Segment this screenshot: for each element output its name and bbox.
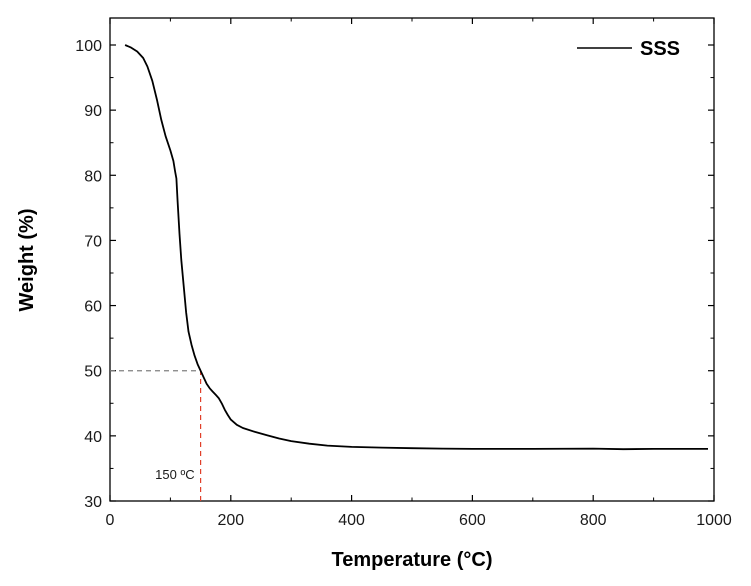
- x-tick-label: 400: [338, 512, 365, 529]
- y-tick-label: 100: [75, 38, 102, 55]
- reference-lines: [110, 370, 202, 501]
- y-tick-label: 40: [84, 429, 102, 446]
- x-tick-labels: 0 200 400 600 800 1000: [106, 512, 732, 529]
- series-group: [124, 44, 708, 451]
- series-line-sss: [124, 44, 708, 451]
- y-tick-label: 60: [84, 299, 102, 316]
- x-tick-label: 200: [217, 512, 244, 529]
- x-tick-label: 1000: [696, 512, 732, 529]
- y-tick-label: 80: [84, 168, 102, 185]
- legend-label-sss: SSS: [640, 38, 680, 60]
- x-tick-label: 600: [459, 512, 486, 529]
- y-axis-title: Weight (%): [16, 209, 38, 312]
- axis-ticks: [109, 18, 715, 502]
- x-tick-label: 0: [106, 512, 115, 529]
- y-tick-label: 90: [84, 103, 102, 120]
- y-tick-label: 70: [84, 233, 102, 250]
- y-tick-label: 30: [84, 494, 102, 511]
- x-tick-label: 800: [580, 512, 607, 529]
- y-tick-label: 50: [84, 364, 102, 381]
- y-tick-labels: 30 40 50 60 70 80 90 100: [75, 38, 102, 511]
- x-axis-title: Temperature (°C): [332, 549, 493, 571]
- temperature-annotation: 150 ºC: [155, 467, 194, 482]
- legend: SSS: [577, 38, 680, 60]
